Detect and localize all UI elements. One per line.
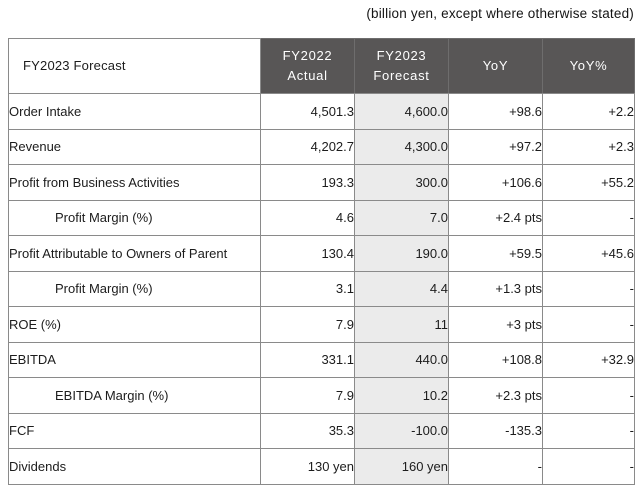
yoy-cell: +1.3 pts (448, 270, 543, 307)
header-fy2023-forecast: FY2023 Forecast (354, 38, 449, 94)
table-row: ROE (%) 7.9 11 +3 pts - (8, 306, 635, 343)
yoy-pct-cell: - (542, 412, 635, 449)
yoy-pct-cell: - (542, 448, 635, 485)
fy2022-actual-cell: 130 yen (260, 448, 355, 485)
yoy-pct-cell: +55.2 (542, 164, 635, 201)
table-row: Dividends 130 yen 160 yen - - (8, 448, 635, 485)
units-caption: (billion yen, except where otherwise sta… (366, 6, 634, 21)
yoy-cell: +106.6 (448, 164, 543, 201)
yoy-cell: +97.2 (448, 128, 543, 165)
fy2022-actual-cell: 331.1 (260, 341, 355, 378)
yoy-pct-cell: +2.3 (542, 128, 635, 165)
fy2022-actual-cell: 4.6 (260, 199, 355, 236)
table-body: Order Intake 4,501.3 4,600.0 +98.6 +2.2 … (8, 93, 635, 485)
fy2023-forecast-cell: 11 (354, 306, 449, 343)
row-label-cell: Order Intake (8, 93, 261, 130)
yoy-cell: +2.4 pts (448, 199, 543, 236)
header-yoy-pct: YoY% (542, 38, 635, 94)
fy2023-forecast-cell: 440.0 (354, 341, 449, 378)
yoy-cell: - (448, 448, 543, 485)
table-row: Order Intake 4,501.3 4,600.0 +98.6 +2.2 (8, 93, 635, 130)
table-row: Revenue 4,202.7 4,300.0 +97.2 +2.3 (8, 128, 635, 165)
table-row-sub: Profit Margin (%) 3.1 4.4 +1.3 pts - (8, 270, 635, 307)
yoy-cell: +108.8 (448, 341, 543, 378)
table-row: EBITDA 331.1 440.0 +108.8 +32.9 (8, 341, 635, 378)
yoy-pct-cell: +2.2 (542, 93, 635, 130)
table-header: FY2023 Forecast FY2022 Actual FY2023 For… (8, 38, 635, 94)
fy2022-actual-cell: 130.4 (260, 235, 355, 272)
row-label-cell: Profit Attributable to Owners of Parent (8, 235, 261, 272)
yoy-pct-cell: +45.6 (542, 235, 635, 272)
fy2022-actual-cell: 7.9 (260, 377, 355, 414)
table-row-sub: EBITDA Margin (%) 7.9 10.2 +2.3 pts - (8, 377, 635, 414)
yoy-cell: +3 pts (448, 306, 543, 343)
yoy-cell: -135.3 (448, 412, 543, 449)
row-label-cell: EBITDA Margin (%) (8, 377, 261, 414)
fy2022-actual-cell: 35.3 (260, 412, 355, 449)
table-row: FCF 35.3 -100.0 -135.3 - (8, 412, 635, 449)
yoy-pct-cell: - (542, 199, 635, 236)
row-label-cell: ROE (%) (8, 306, 261, 343)
yoy-cell: +2.3 pts (448, 377, 543, 414)
fy2023-forecast-cell: 10.2 (354, 377, 449, 414)
fy2022-actual-cell: 3.1 (260, 270, 355, 307)
fy2022-actual-cell: 4,202.7 (260, 128, 355, 165)
row-label-cell: Profit Margin (%) (8, 270, 261, 307)
row-label-cell: FCF (8, 412, 261, 449)
table-row-sub: Profit Margin (%) 4.6 7.0 +2.4 pts - (8, 199, 635, 236)
row-label-cell: Profit Margin (%) (8, 199, 261, 236)
header-row: FY2023 Forecast FY2022 Actual FY2023 For… (8, 38, 635, 94)
row-label-cell: Revenue (8, 128, 261, 165)
table-title-cell: FY2023 Forecast (8, 38, 261, 94)
table-row: Profit from Business Activities 193.3 30… (8, 164, 635, 201)
fy2023-forecast-cell: 7.0 (354, 199, 449, 236)
fy2023-forecast-cell: 4,300.0 (354, 128, 449, 165)
fy2022-actual-cell: 4,501.3 (260, 93, 355, 130)
table-row: Profit Attributable to Owners of Parent … (8, 235, 635, 272)
row-label-cell: Dividends (8, 448, 261, 485)
yoy-cell: +98.6 (448, 93, 543, 130)
yoy-pct-cell: - (542, 377, 635, 414)
yoy-pct-cell: - (542, 270, 635, 307)
yoy-pct-cell: - (542, 306, 635, 343)
fy2023-forecast-cell: 4,600.0 (354, 93, 449, 130)
fy2023-forecast-cell: 300.0 (354, 164, 449, 201)
financial-forecast-table: FY2023 Forecast FY2022 Actual FY2023 For… (8, 38, 635, 485)
fy2022-actual-cell: 193.3 (260, 164, 355, 201)
yoy-cell: +59.5 (448, 235, 543, 272)
row-label-cell: EBITDA (8, 341, 261, 378)
fy2023-forecast-cell: 190.0 (354, 235, 449, 272)
fy2022-actual-cell: 7.9 (260, 306, 355, 343)
row-label-cell: Profit from Business Activities (8, 164, 261, 201)
fy2023-forecast-cell: 160 yen (354, 448, 449, 485)
fy2023-forecast-cell: -100.0 (354, 412, 449, 449)
yoy-pct-cell: +32.9 (542, 341, 635, 378)
header-yoy: YoY (448, 38, 543, 94)
header-fy2022-actual: FY2022 Actual (260, 38, 355, 94)
fy2023-forecast-cell: 4.4 (354, 270, 449, 307)
